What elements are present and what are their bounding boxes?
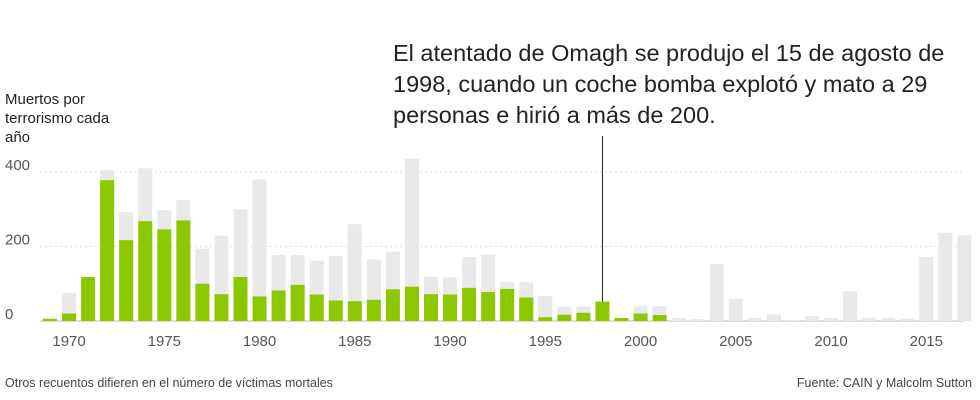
bar-cain-1974 <box>138 221 153 321</box>
x-tick-label: 1970 <box>52 333 85 350</box>
bar-cain-1991 <box>462 287 477 321</box>
bar-other-2011 <box>843 291 858 321</box>
bar-cain-1987 <box>385 289 400 321</box>
bar-other-2006 <box>747 318 762 321</box>
bar-cain-1978 <box>214 294 229 321</box>
bar-cain-1993 <box>500 288 515 321</box>
bar-cain-1969 <box>43 318 57 321</box>
bar-cain-2001 <box>652 315 667 321</box>
bar-cain-1982 <box>290 284 305 321</box>
bar-other-1980 <box>252 179 267 321</box>
bar-cain-1995 <box>538 317 553 321</box>
x-tick-label: 1995 <box>529 333 562 350</box>
bar-cain-1972 <box>100 180 115 321</box>
bar-other-1988 <box>404 158 419 321</box>
bar-cain-1973 <box>119 240 134 321</box>
bar-cain-1970 <box>62 313 77 321</box>
bar-cain-1990 <box>443 294 458 321</box>
bar-cain-1992 <box>481 291 496 321</box>
x-tick-label: 2015 <box>910 333 943 350</box>
bar-other-2013 <box>881 318 896 321</box>
bar-cain-1989 <box>424 294 438 321</box>
omagh-annotation: El atentado de Omagh se produjo el 15 de… <box>393 40 945 128</box>
y-tick-label: 0 <box>5 306 13 323</box>
bar-other-2004 <box>709 264 724 321</box>
x-tick-label: 1990 <box>433 333 466 350</box>
bar-cain-1975 <box>157 229 172 322</box>
bar-cain-1998 <box>595 301 610 321</box>
bars-cain-counts <box>43 180 667 322</box>
y-axis-ticks: 0 200 400 <box>5 157 30 323</box>
bar-cain-1980 <box>252 296 267 322</box>
bar-other-2003 <box>690 319 705 321</box>
bar-cain-1986 <box>366 299 381 321</box>
x-tick-label: 1985 <box>338 333 371 350</box>
x-tick-label: 2005 <box>719 333 752 350</box>
x-tick-label: 1980 <box>243 333 276 350</box>
bar-cain-1988 <box>404 286 419 321</box>
y-axis-title: Muertos por terrorismo cada año <box>5 91 110 146</box>
bar-other-1995 <box>538 296 553 321</box>
bar-cain-1983 <box>309 294 324 321</box>
bar-cain-1976 <box>176 220 191 322</box>
x-axis-ticks: 1970 1975 1980 1985 1990 1995 2000 2005 2010 2015 <box>52 333 943 350</box>
bar-other-2016 <box>938 232 953 321</box>
x-tick-label: 2010 <box>814 333 847 350</box>
bar-cain-1994 <box>519 297 534 321</box>
bar-cain-1971 <box>81 277 96 321</box>
bar-cain-1997 <box>576 312 591 322</box>
bar-other-2010 <box>824 318 839 321</box>
bar-cain-1981 <box>271 290 286 321</box>
bar-cain-1999 <box>614 318 629 321</box>
x-tick-label: 1975 <box>148 333 181 350</box>
source-note: Fuente: CAIN y Malcolm Sutton <box>796 376 972 390</box>
bar-cain-1977 <box>195 283 210 321</box>
bar-other-2015 <box>919 256 934 321</box>
bar-other-2007 <box>766 314 781 322</box>
y-tick-label: 400 <box>5 157 30 174</box>
bar-other-2012 <box>862 317 877 321</box>
bar-other-2002 <box>671 318 686 321</box>
footnote: Otros recuentos difieren en el número de… <box>5 376 333 390</box>
bar-other-2014 <box>900 318 915 321</box>
bar-cain-1996 <box>557 314 572 321</box>
bar-other-2005 <box>728 298 743 321</box>
bar-other-2008 <box>785 319 800 321</box>
bar-cain-2000 <box>633 313 648 321</box>
x-tick-label: 2000 <box>624 333 657 350</box>
bar-other-2009 <box>805 316 819 321</box>
bar-other-2017 <box>957 235 972 321</box>
y-tick-label: 200 <box>5 232 30 249</box>
bar-other-1985 <box>347 224 362 321</box>
bar-cain-1984 <box>328 300 343 321</box>
bar-cain-1979 <box>233 277 248 321</box>
bar-cain-1985 <box>347 301 362 321</box>
